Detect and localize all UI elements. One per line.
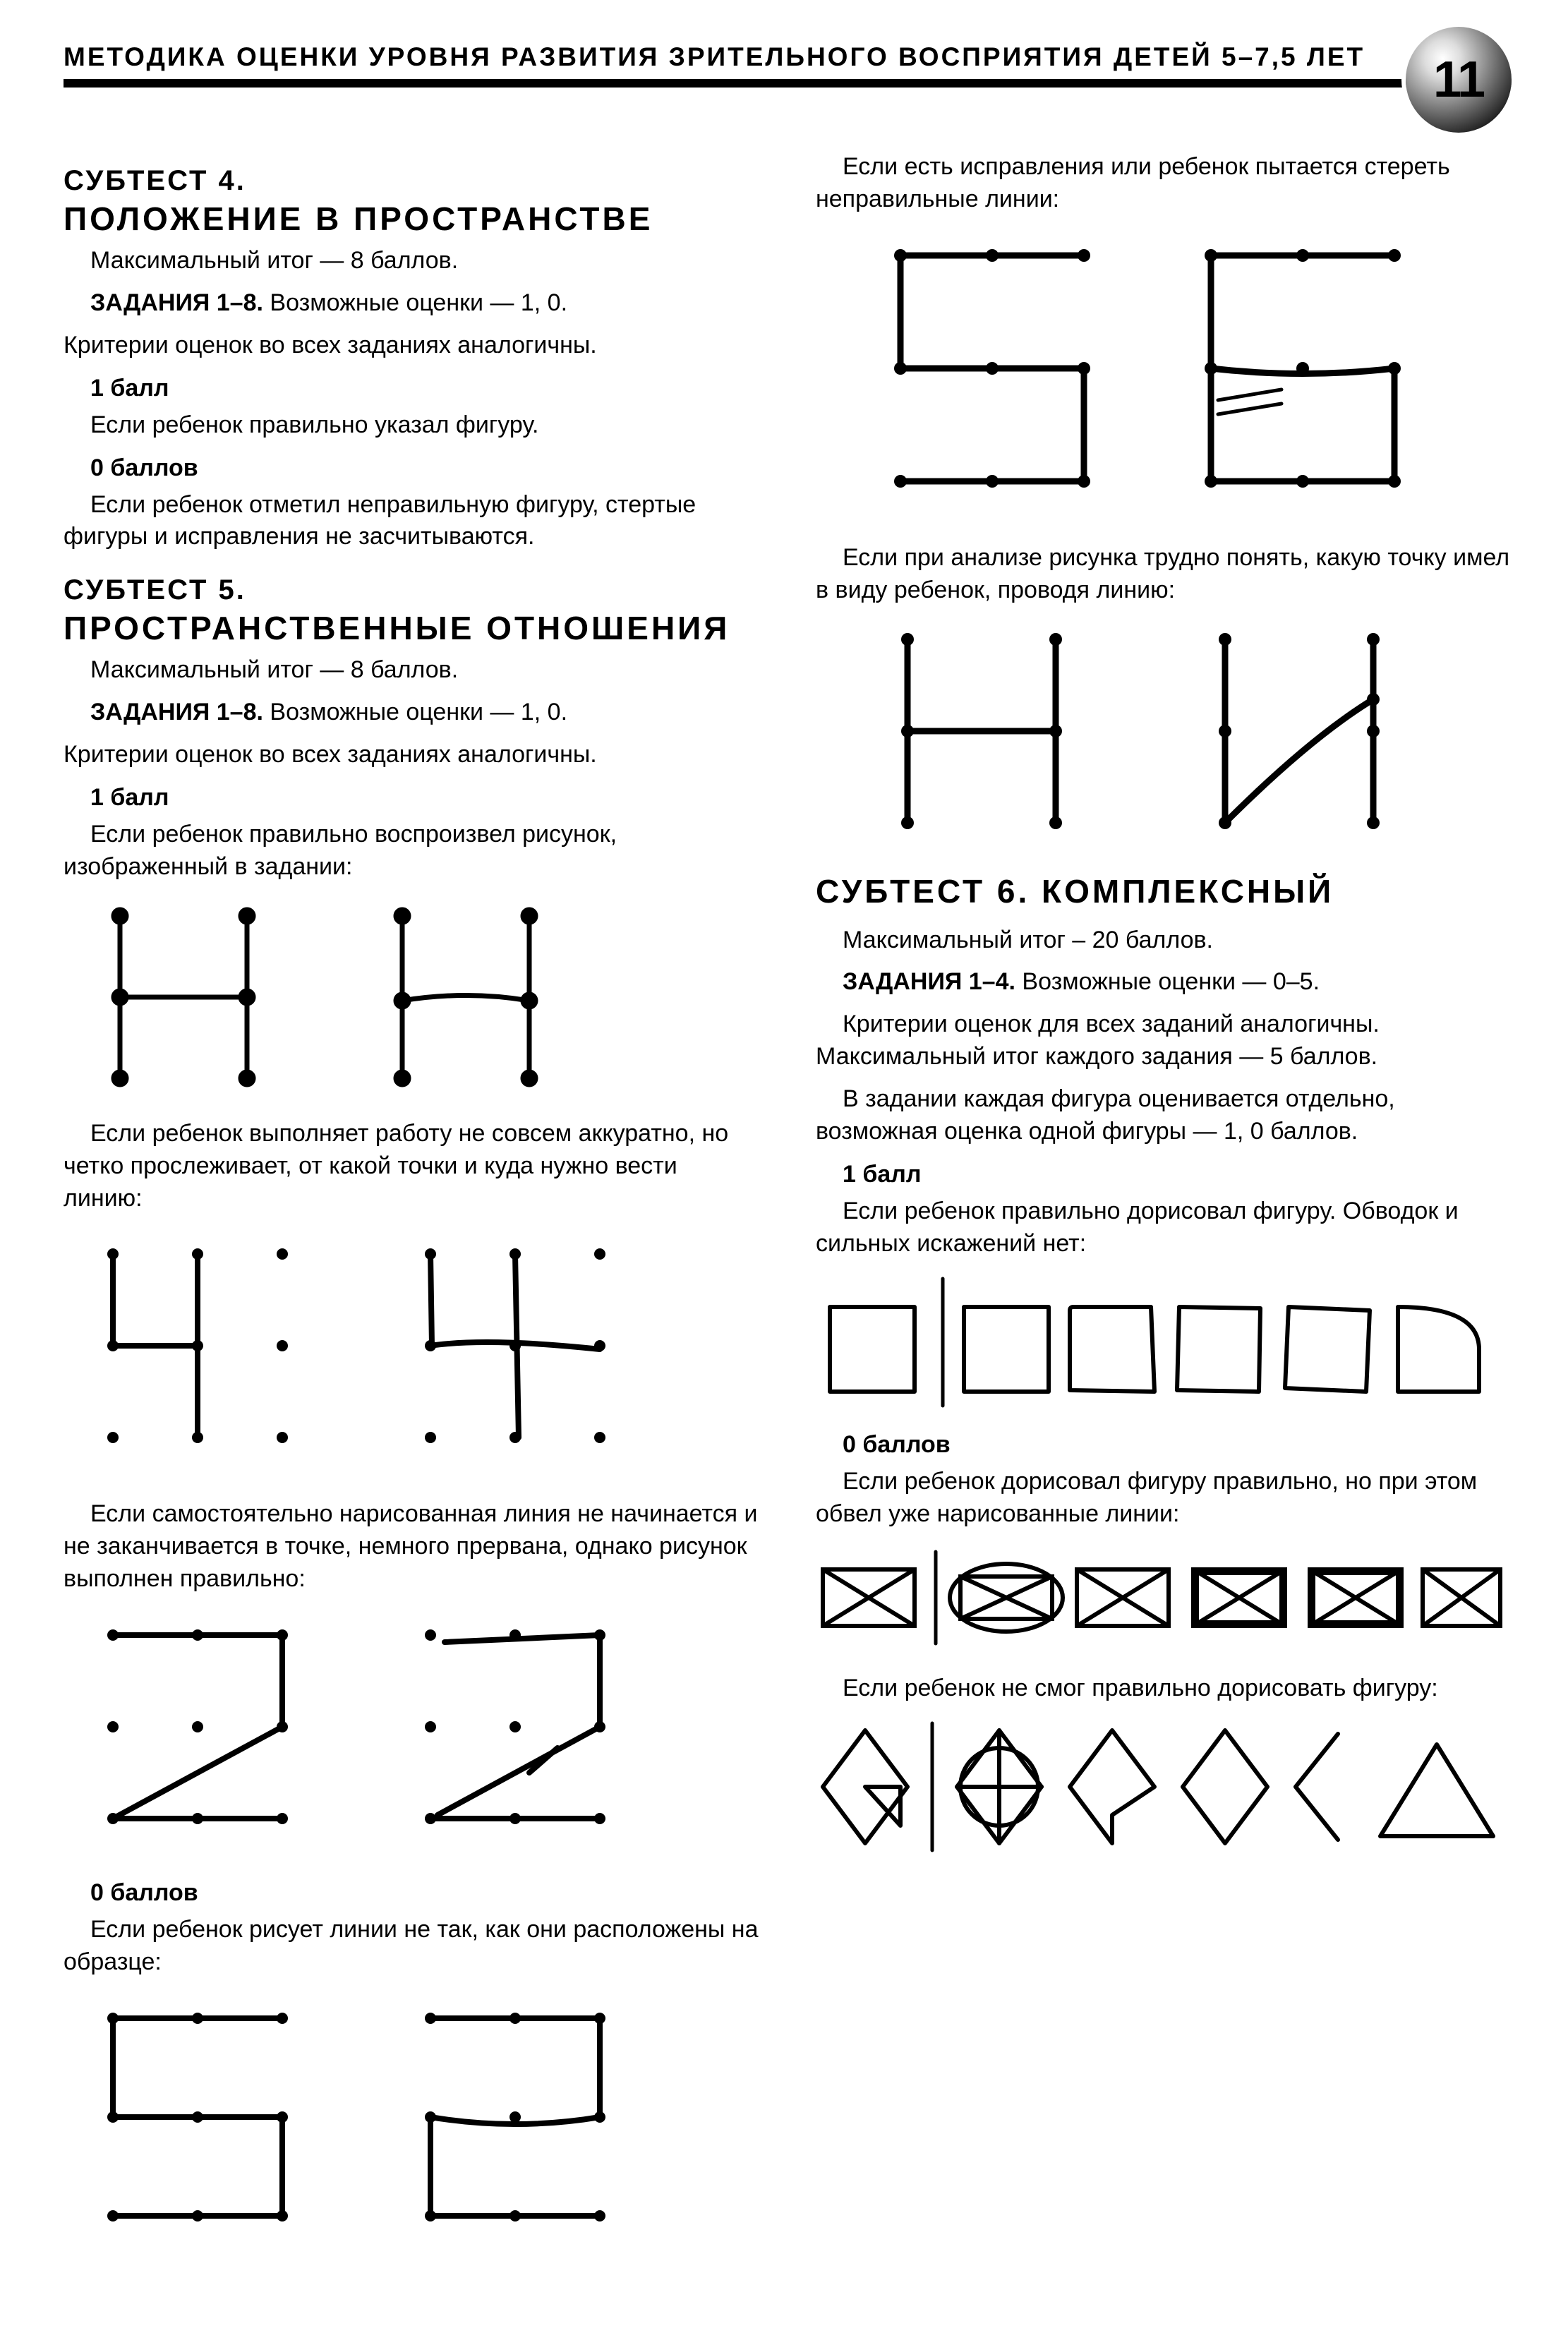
subtest6-max: Максимальный итог – 20 баллов. (816, 924, 1512, 957)
figure-diamonds-row (816, 1716, 1512, 1857)
subtest4-one-label: 1 балл (64, 375, 759, 402)
subtest4-zero-label: 0 баллов (64, 454, 759, 482)
subtest5-tasks: ЗАДАНИЯ 1–8. Возможные оценки — 1, 0. (64, 697, 759, 729)
subtest4-tasks-label: ЗАДАНИЯ 1–8. (90, 289, 263, 316)
subtest5-p2: Если ребенок выполняет работу не совсем … (64, 1118, 759, 1215)
figure-crossed-row (816, 1541, 1512, 1654)
subtest5-criteria: Критерии оценок во всех заданиях аналоги… (64, 739, 759, 771)
figure-squares-row (816, 1272, 1512, 1413)
subtest6-fail: Если ребенок не смог правильно дорисоват… (816, 1672, 1512, 1705)
figure-five-two (64, 1990, 759, 2258)
left-column: СУБТЕСТ 4. ПОЛОЖЕНИЕ В ПРОСТРАНСТВЕ Макс… (64, 144, 759, 2277)
subtest5-p3: Если самостоятельно нарисованная линия н… (64, 1498, 759, 1596)
subtest6-tasks-rest: Возможные оценки — 0–5. (1015, 968, 1320, 995)
subtest5-zero-label: 0 баллов (64, 1879, 759, 1907)
subtest4-title: ПОЛОЖЕНИЕ В ПРОСТРАНСТВЕ (64, 200, 759, 238)
right-p1: Если есть исправления или ребенок пытает… (816, 151, 1512, 216)
subtest6-title: СУБТЕСТ 6. КОМПЛЕКСНЫЙ (816, 872, 1512, 910)
figure-two-pair (64, 1607, 759, 1861)
subtest5-tasks-label: ЗАДАНИЯ 1–8. (90, 699, 263, 725)
figure-four-pair (64, 1226, 759, 1480)
subtest5-one-text: Если ребенок правильно воспроизвел рисун… (64, 819, 759, 884)
subtest6-zero-label: 0 баллов (816, 1431, 1512, 1459)
header-title: МЕТОДИКА ОЦЕНКИ УРОВНЯ РАЗВИТИЯ ЗРИТЕЛЬН… (64, 42, 1512, 72)
subtest4-tasks-rest: Возможные оценки — 1, 0. (263, 289, 567, 316)
subtest4-tasks: ЗАДАНИЯ 1–8. Возможные оценки — 1, 0. (64, 287, 759, 320)
figure-h-pair (64, 895, 759, 1099)
page-number: 11 (1433, 51, 1484, 109)
subtest6-tasks: ЗАДАНИЯ 1–4. Возможные оценки — 0–5. (816, 966, 1512, 999)
subtest6-zero-text: Если ребенок дорисовал фигуру правильно,… (816, 1466, 1512, 1531)
subtest5-max: Максимальный итог — 8 баллов. (64, 654, 759, 687)
subtest5-zero-text: Если ребенок рисует линии не так, как он… (64, 1914, 759, 1979)
right-p2: Если при анализе рисунка трудно понять, … (816, 542, 1512, 607)
figure-corrections (816, 227, 1512, 524)
subtest4-zero-text: Если ребенок отметил неправильную фигуру… (64, 489, 759, 554)
figure-h-and-i (816, 618, 1512, 851)
subtest5-one-label: 1 балл (64, 784, 759, 812)
subtest5-kicker: СУБТЕСТ 5. (64, 574, 759, 606)
subtest6-each: В задании каждая фигура оценивается отде… (816, 1083, 1512, 1148)
subtest5-tasks-rest: Возможные оценки — 1, 0. (263, 699, 567, 725)
page-number-badge: 11 (1406, 27, 1512, 133)
content-columns: СУБТЕСТ 4. ПОЛОЖЕНИЕ В ПРОСТРАНСТВЕ Макс… (64, 144, 1512, 2277)
subtest6-one-text: Если ребенок правильно дорисовал фигуру.… (816, 1195, 1512, 1260)
subtest4-max: Максимальный итог — 8 баллов. (64, 245, 759, 277)
right-column: Если есть исправления или ребенок пытает… (816, 144, 1512, 2277)
subtest4-kicker: СУБТЕСТ 4. (64, 165, 759, 197)
subtest4-one-text: Если ребенок правильно указал фигуру. (64, 409, 759, 442)
subtest5-title: ПРОСТРАНСТВЕННЫЕ ОТНОШЕНИЯ (64, 609, 759, 647)
subtest4-criteria: Критерии оценок во всех заданиях аналоги… (64, 330, 759, 362)
subtest6-tasks-label: ЗАДАНИЯ 1–4. (843, 968, 1015, 995)
page-header: МЕТОДИКА ОЦЕНКИ УРОВНЯ РАЗВИТИЯ ЗРИТЕЛЬН… (64, 42, 1512, 88)
subtest6-one-label: 1 балл (816, 1161, 1512, 1188)
header-rule (64, 79, 1512, 88)
subtest6-criteria: Критерии оценок для всех заданий аналоги… (816, 1008, 1512, 1073)
